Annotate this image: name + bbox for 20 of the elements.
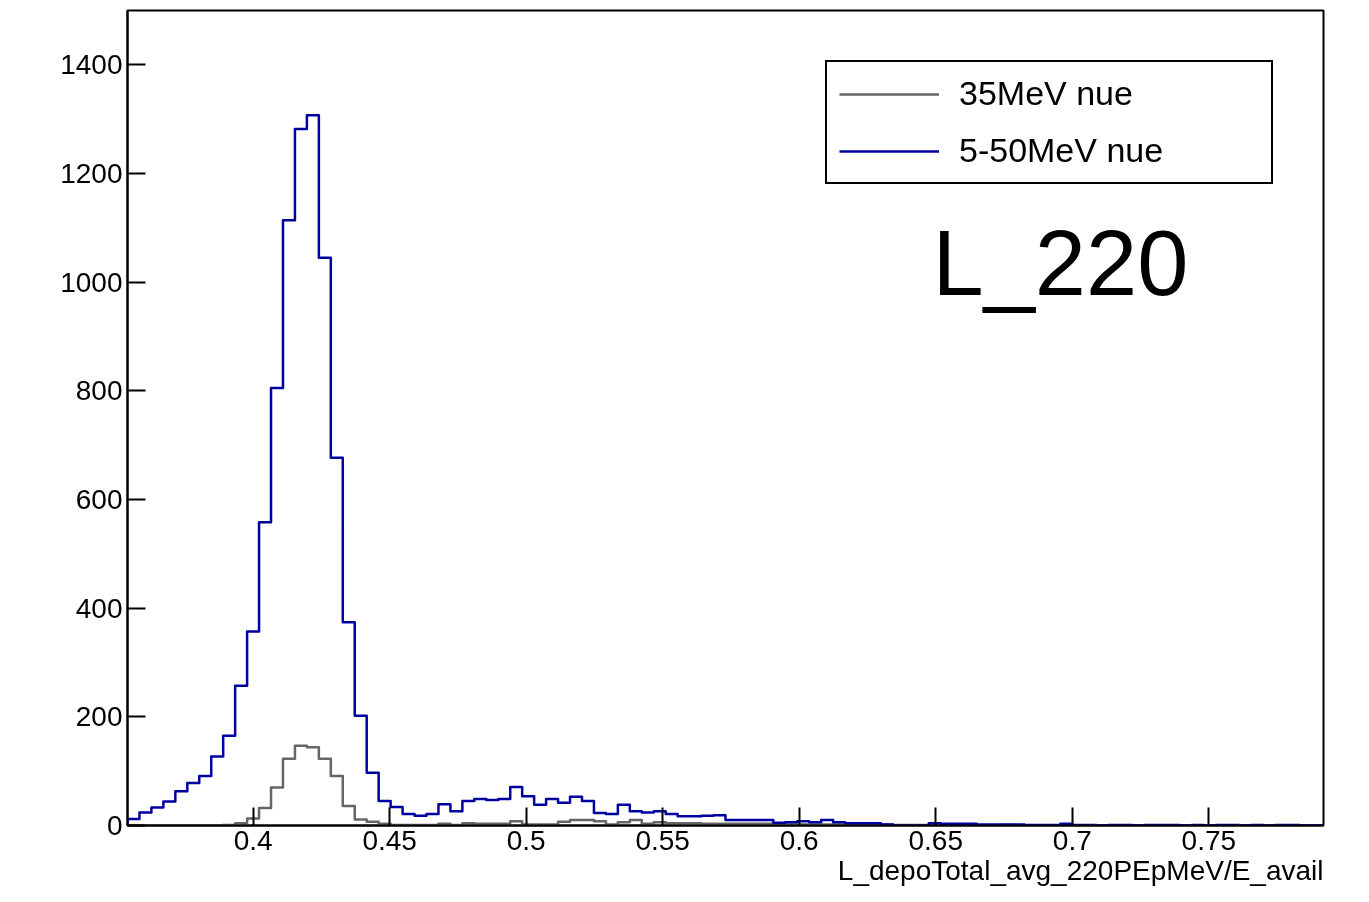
x-tick-label: 0.5 bbox=[506, 824, 546, 856]
x-axis-title: L_depoTotal_avg_220PEpMeV/E_avail bbox=[837, 854, 1324, 886]
y-tick-label: 1000 bbox=[60, 266, 123, 298]
x-tick-label: 0.65 bbox=[908, 824, 964, 856]
y-tick-label: 800 bbox=[75, 375, 123, 407]
y-tick-label: 1400 bbox=[60, 49, 123, 81]
x-tick-label: 0.45 bbox=[362, 824, 417, 856]
annotation: L_220 bbox=[932, 212, 1189, 315]
legend-label: 35MeV nue bbox=[959, 74, 1134, 113]
y-tick-label: 200 bbox=[75, 701, 123, 733]
y-tick-label: 600 bbox=[75, 484, 123, 515]
y-tick-label: 0 bbox=[106, 810, 123, 841]
legend-label: 5-50MeV nue bbox=[959, 131, 1165, 170]
y-tick-label: 400 bbox=[75, 592, 123, 624]
x-tick-label: 0.6 bbox=[779, 824, 819, 856]
x-tick-label: 0.75 bbox=[1181, 824, 1237, 856]
x-tick-label: 0.7 bbox=[1052, 824, 1092, 856]
y-tick-label: 1200 bbox=[60, 158, 123, 189]
x-tick-label: 0.4 bbox=[233, 824, 273, 856]
x-tick-label: 0.55 bbox=[635, 824, 690, 856]
